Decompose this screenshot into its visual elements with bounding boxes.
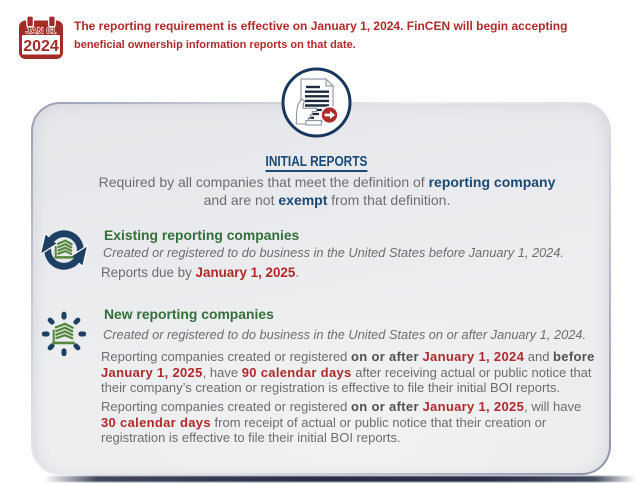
svg-text:JAN 01: JAN 01 [26, 25, 57, 35]
svg-text:2024: 2024 [23, 38, 59, 55]
